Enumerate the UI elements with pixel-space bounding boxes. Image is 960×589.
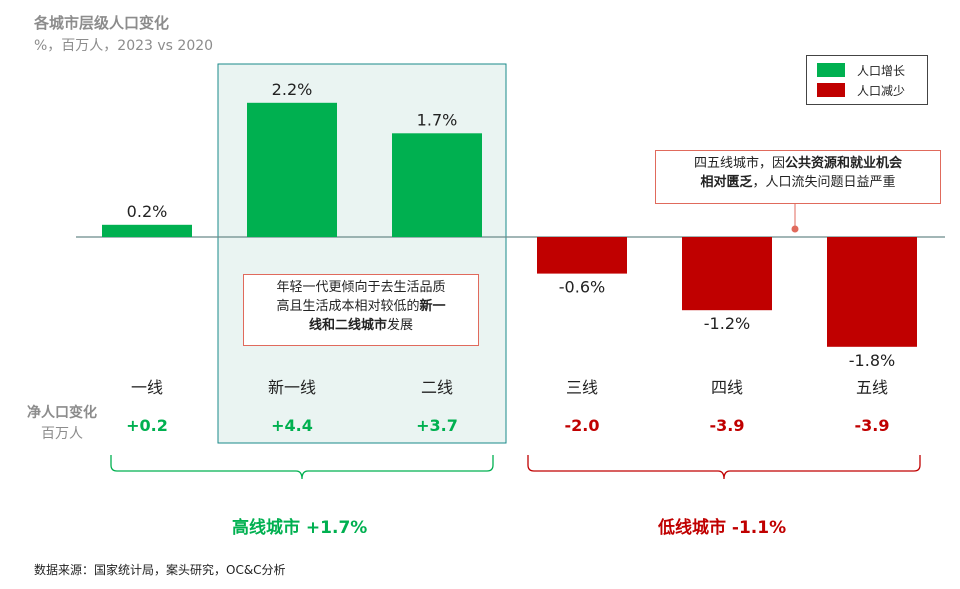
bar-五线 bbox=[827, 237, 917, 347]
annotation-high-line2-bold: 新一 bbox=[419, 299, 446, 314]
chart-title: 各城市层级人口变化 bbox=[34, 14, 170, 32]
legend-item-growth: 人口增长 bbox=[817, 61, 905, 79]
bar-三线 bbox=[537, 237, 627, 274]
category-label-四线: 四线 bbox=[711, 378, 743, 397]
bracket-high-tier bbox=[110, 455, 494, 480]
category-label-二线: 二线 bbox=[421, 378, 453, 397]
value-label-一线: 0.2% bbox=[127, 202, 168, 221]
bracket-low-tier bbox=[527, 455, 921, 480]
net-change-label: 净人口变化 bbox=[27, 405, 97, 421]
category-label-五线: 五线 bbox=[856, 378, 888, 397]
category-label-三线: 三线 bbox=[566, 378, 598, 397]
annotation-high-line3-bold: 线和二线城市 bbox=[308, 318, 387, 333]
callout-pointer-dot bbox=[791, 225, 799, 233]
annotation-high-line1: 年轻一代更倾向于去生活品质 bbox=[276, 280, 446, 295]
net-change-新一线: +4.4 bbox=[271, 416, 313, 435]
annotation-low-line2: ，人口流失问题日益严重 bbox=[752, 175, 896, 190]
annotation-high-line2: 高且生活成本相对较低的 bbox=[276, 299, 420, 314]
net-change-unit: 百万人 bbox=[41, 426, 83, 442]
annotation-low-line2-bold: 相对匮乏 bbox=[700, 175, 753, 190]
source-note: 数据来源：国家统计局，案头研究，OC&C分析 bbox=[34, 563, 286, 577]
annotation-high-line3: 发展 bbox=[387, 318, 414, 333]
value-label-二线: 1.7% bbox=[417, 110, 458, 129]
annotation-low-tier: 四五线城市，因公共资源和就业机会 相对匮乏，人口流失问题日益严重 bbox=[655, 150, 941, 204]
legend-label-growth: 人口增长 bbox=[857, 63, 906, 78]
legend: 人口增长 人口减少 bbox=[806, 55, 928, 105]
group-label-high: 高线城市 +1.7% bbox=[232, 518, 368, 538]
group-label-low: 低线城市 -1.1% bbox=[658, 518, 787, 538]
bar-一线 bbox=[102, 224, 192, 237]
net-change-三线: -2.0 bbox=[565, 416, 600, 435]
annotation-low-line1-bold: 公共资源和就业机会 bbox=[785, 156, 903, 171]
value-label-四线: -1.2% bbox=[704, 314, 750, 333]
legend-swatch-growth bbox=[817, 63, 845, 77]
net-change-五线: -3.9 bbox=[855, 416, 890, 435]
value-label-三线: -0.6% bbox=[559, 278, 605, 297]
annotation-low-line1: 四五线城市，因 bbox=[693, 156, 785, 171]
value-label-新一线: 2.2% bbox=[272, 80, 313, 99]
net-change-二线: +3.7 bbox=[416, 416, 458, 435]
bar-二线 bbox=[392, 133, 482, 237]
chart-subtitle: %，百万人，2023 vs 2020 bbox=[34, 38, 214, 54]
legend-swatch-decline bbox=[817, 83, 845, 97]
category-label-新一线: 新一线 bbox=[268, 378, 316, 397]
annotation-high-tier: 年轻一代更倾向于去生活品质 高且生活成本相对较低的新一 线和二线城市发展 bbox=[243, 274, 479, 346]
net-change-四线: -3.9 bbox=[710, 416, 745, 435]
bar-四线 bbox=[682, 237, 772, 311]
legend-label-decline: 人口减少 bbox=[857, 83, 906, 98]
value-label-五线: -1.8% bbox=[849, 351, 895, 370]
category-label-一线: 一线 bbox=[131, 378, 163, 397]
net-change-一线: +0.2 bbox=[126, 416, 168, 435]
legend-item-decline: 人口减少 bbox=[817, 81, 905, 99]
bar-新一线 bbox=[247, 102, 337, 237]
